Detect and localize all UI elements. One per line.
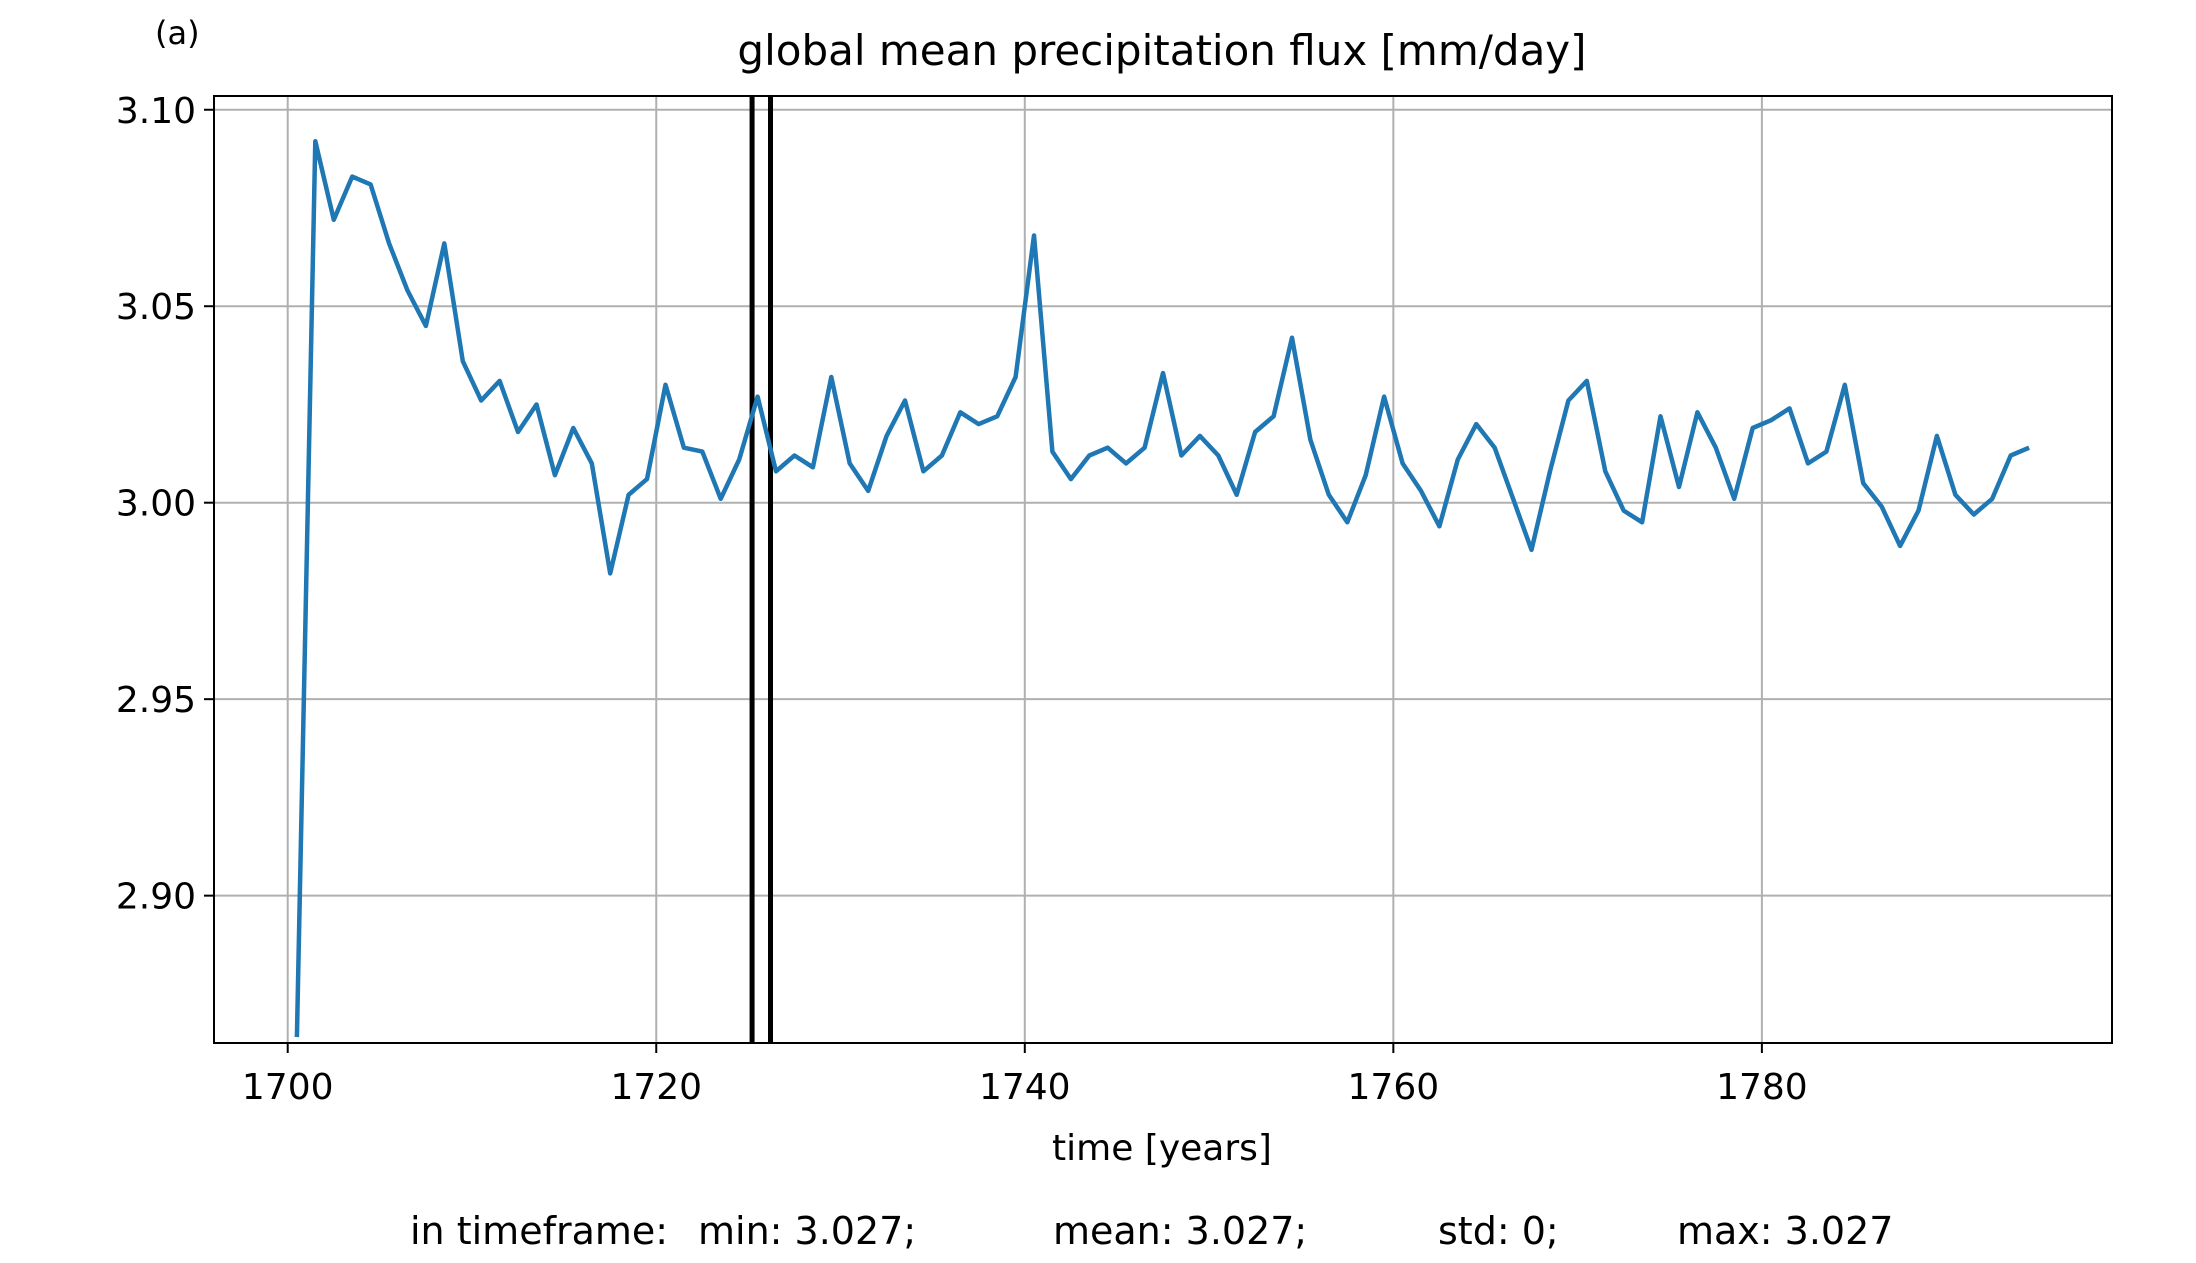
y-tick-label: 3.00	[116, 484, 196, 525]
timeframe-markers	[749, 96, 774, 1043]
panel-label: (a)	[155, 14, 200, 52]
axis-ticks: 1700 1720 1740 1760 1780 2.90 2.95 3.00 3.05 3.10	[116, 91, 1808, 1108]
y-tick-label: 3.10	[116, 91, 196, 132]
y-tick-label: 3.05	[116, 287, 196, 328]
x-tick-label: 1780	[1716, 1067, 1808, 1108]
y-tick-label: 2.95	[116, 680, 196, 721]
plot-area: 1700 1720 1740 1760 1780 2.90 2.95 3.00 3.05 3.10	[116, 91, 2113, 1108]
x-tick-label: 1740	[979, 1067, 1071, 1108]
grid-lines	[214, 96, 2112, 1043]
axes-frame	[213, 95, 2113, 1044]
y-tick-label: 2.90	[116, 877, 196, 918]
x-tick-label: 1760	[1348, 1067, 1440, 1108]
chart-title: global mean precipitation flux [mm/day]	[737, 26, 1586, 75]
footer-min: min: 3.027;	[698, 1209, 916, 1253]
footer-std: std: 0;	[1438, 1209, 1559, 1253]
x-tick-label: 1700	[242, 1067, 334, 1108]
x-axis-label: time [years]	[1052, 1128, 1272, 1169]
precipitation-series-line	[294, 138, 2030, 1038]
footer-mean: mean: 3.027;	[1053, 1209, 1307, 1253]
x-tick-label: 1720	[610, 1067, 702, 1108]
footer-stats: in timeframe: min: 3.027; mean: 3.027; s…	[410, 1209, 1893, 1253]
series-layer	[294, 138, 2030, 1038]
footer-max: max: 3.027	[1677, 1209, 1893, 1253]
footer-prefix: in timeframe:	[410, 1209, 668, 1253]
